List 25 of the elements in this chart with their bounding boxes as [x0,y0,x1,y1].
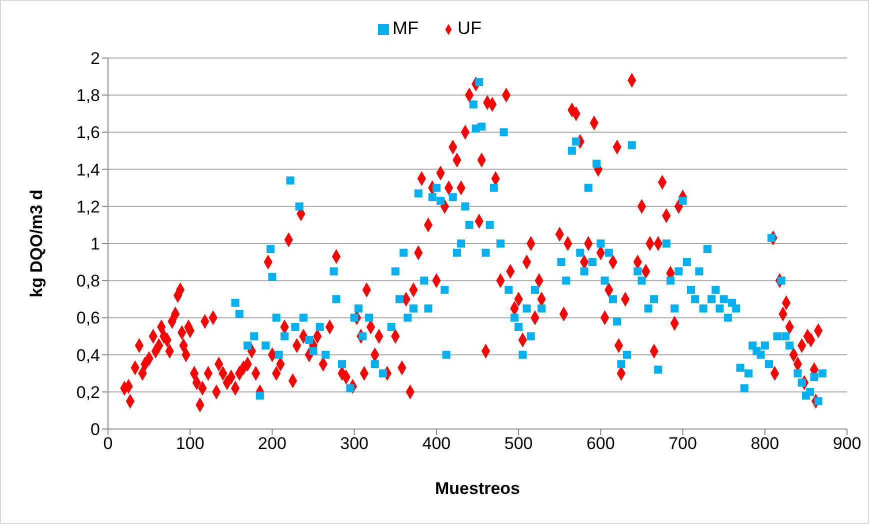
y-axis-title: kg DQO/m3 d [27,190,46,298]
x-tick-label: 500 [504,434,533,454]
x-tick-label: 300 [340,434,369,454]
x-tick-label: 400 [422,434,451,454]
y-tick-label: 1 [90,234,100,254]
y-tick-label: 1,6 [76,123,100,142]
x-tick-label: 0 [103,434,113,454]
y-tick-label: 0,2 [76,382,100,402]
x-tick-label: 800 [750,434,780,454]
x-axis-title: Muestreos [434,479,520,498]
y-tick-label: 0,6 [76,308,100,328]
y-tick-label: 1,2 [76,197,100,216]
x-tick-label: 900 [832,434,862,454]
x-tick-label: 600 [586,434,615,454]
y-tick-label: 1,4 [76,160,100,180]
x-tick-label: 100 [176,434,204,454]
y-tick-label: 1,8 [76,86,100,106]
legend-label: MF [392,18,418,38]
y-tick-label: 2 [90,49,100,68]
y-tick-label: 0,4 [76,346,100,365]
y-tick-label: 0 [90,420,100,440]
x-tick-label: 700 [668,434,697,454]
x-tick-label: 200 [258,434,286,454]
y-tick-label: 0,8 [76,272,100,291]
legend-label: UF [458,18,482,38]
